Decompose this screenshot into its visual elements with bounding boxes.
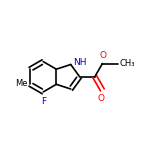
Text: NH: NH: [73, 58, 87, 67]
Text: F: F: [41, 97, 46, 106]
Text: O: O: [98, 94, 105, 103]
Text: Me: Me: [15, 79, 27, 88]
Text: O: O: [99, 51, 106, 60]
Text: CH₃: CH₃: [120, 59, 135, 67]
